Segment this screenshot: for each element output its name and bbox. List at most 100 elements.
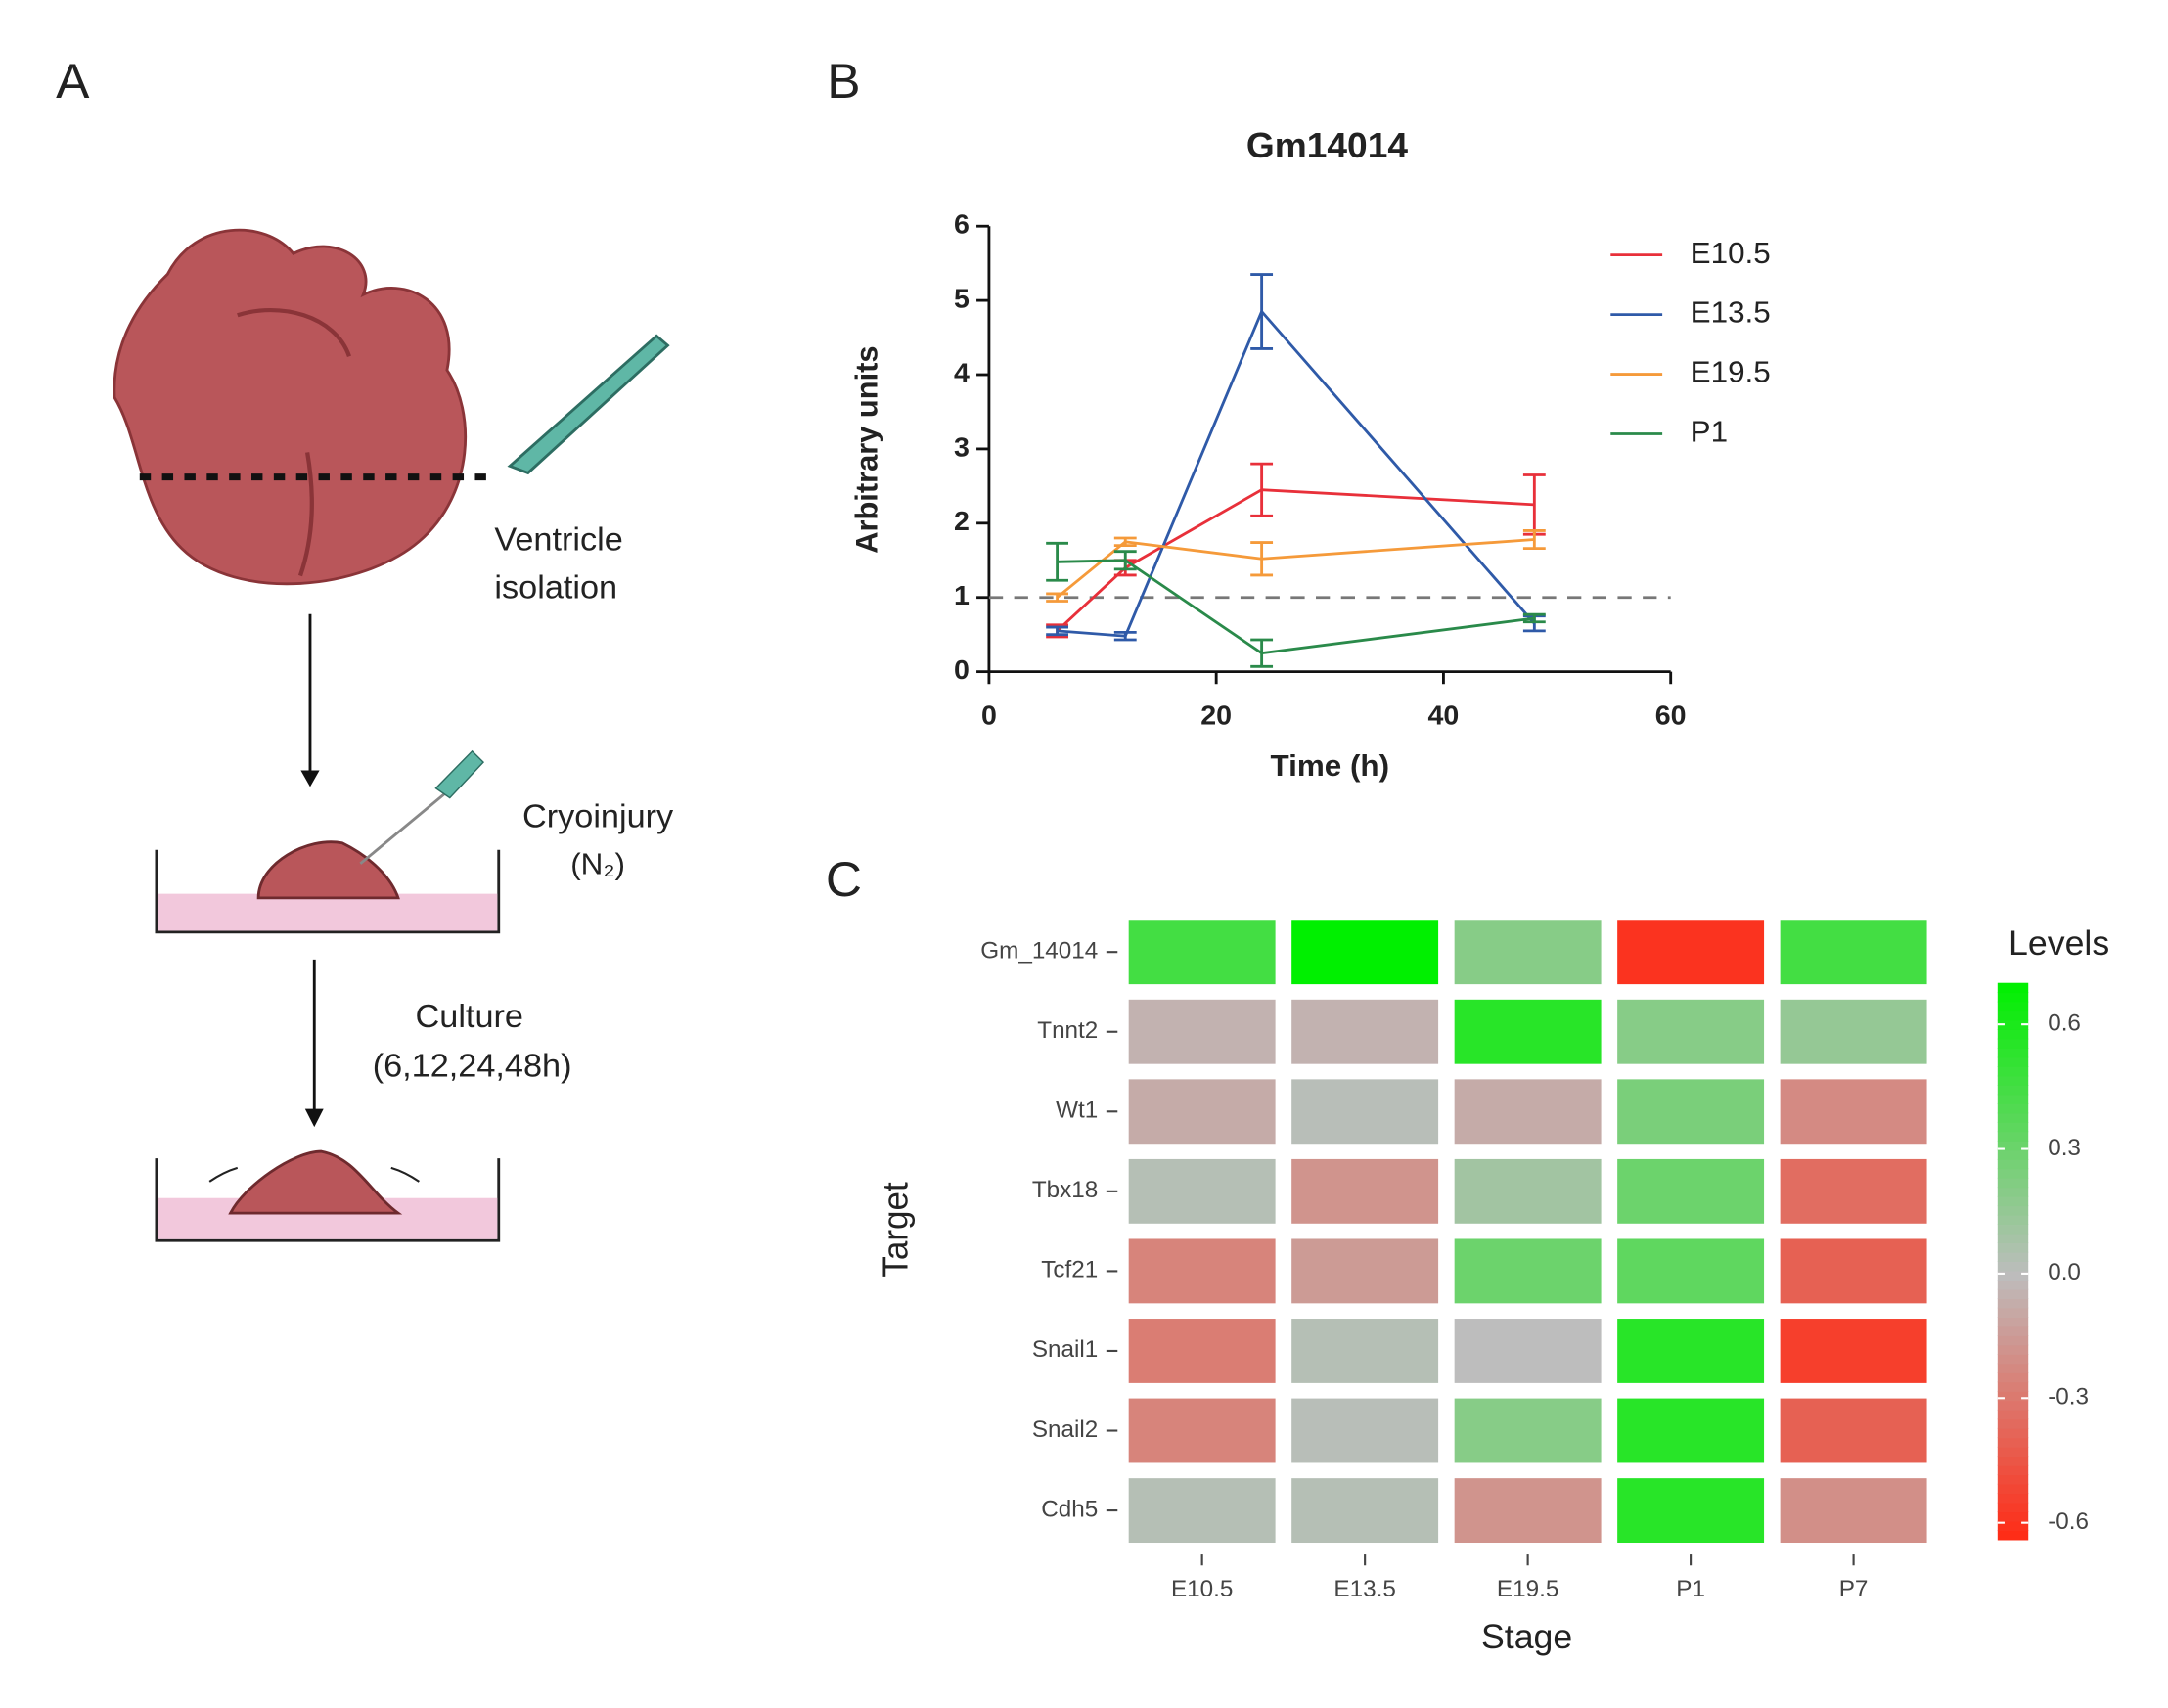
y-tick-label: 5 [954, 283, 970, 314]
colorbar-step [1997, 1354, 2029, 1365]
colorbar-step [1997, 1168, 2029, 1179]
colorbar-step [1997, 1456, 2029, 1466]
colorbar-step [1997, 1483, 2029, 1495]
x-axis-label: Time (h) [1271, 748, 1390, 783]
colorbar-tick-label: 0.3 [2048, 1135, 2081, 1161]
heart-illustration [113, 228, 670, 586]
colorbar-step [1997, 1474, 2029, 1485]
series-line [1056, 488, 1535, 632]
error-bar [1250, 638, 1274, 668]
heatmap-cell [1291, 999, 1439, 1064]
colorbar-step [1997, 1158, 2029, 1170]
heatmap-cell [1128, 1238, 1276, 1304]
colorbar-step [1997, 1251, 2029, 1263]
heatmap-cell [1617, 1319, 1765, 1383]
heatmap-cell [1780, 999, 1927, 1064]
x-tick-label: E10.5 [1171, 1576, 1233, 1602]
heatmap-cell [1128, 1478, 1276, 1544]
colorbar-step [1997, 1280, 2029, 1290]
colorbar-step [1997, 1464, 2029, 1476]
heatmap-cell [1780, 920, 1927, 985]
colorbar-step [1997, 1056, 2029, 1067]
colorbar-step [1997, 1381, 2029, 1392]
heatmap-cell [1291, 920, 1439, 985]
panel-label: C [826, 851, 862, 906]
colorbar-step [1997, 1177, 2029, 1189]
error-bar [1522, 529, 1546, 551]
colorbar-step [1997, 1502, 2029, 1513]
colorbar-step [1997, 1437, 2029, 1448]
heatmap-cell [1128, 1158, 1276, 1224]
panel-label: A [56, 54, 89, 109]
y-tick-label: Wt1 [1056, 1098, 1098, 1124]
colorbar-step [1997, 1409, 2029, 1420]
heatmap-cell [1617, 1238, 1765, 1304]
colorbar-tick-label: 0.6 [2048, 1011, 2081, 1037]
heatmap-cell [1291, 1238, 1439, 1304]
heatmap-cell [1454, 1398, 1602, 1463]
colorbar-step [1997, 1102, 2029, 1114]
colorbar-step [1997, 982, 2029, 994]
colorbar-step [1997, 1085, 2029, 1096]
heatmap-cell [1780, 1478, 1927, 1544]
charts: Gm14014 Time (h) Arbitrary units 0 20 40 60 0 1 2… [849, 125, 2109, 1656]
colorbar-step [1997, 1112, 2029, 1123]
y-tick-label: 3 [954, 431, 970, 463]
error-bar [1522, 612, 1546, 624]
y-tick-label: Tcf21 [1041, 1257, 1098, 1283]
y-axis-label: Target [877, 1182, 915, 1278]
colorbar-step [1997, 1298, 2029, 1309]
colorbar-step [1997, 1363, 2029, 1373]
legend-label: P1 [1691, 415, 1728, 449]
error-bar [1250, 273, 1274, 350]
heatmap-cell [1291, 1478, 1439, 1544]
colorbar-tick-label: -0.6 [2048, 1508, 2089, 1535]
dish-illustration [155, 749, 501, 1242]
heatmap-cell [1128, 999, 1276, 1064]
y-tick-label: 1 [954, 579, 970, 610]
colorbar-step [1997, 1195, 2029, 1207]
x-tick-label: 20 [1200, 699, 1232, 731]
colorbar-step [1997, 1520, 2029, 1532]
heatmap-cell [1617, 920, 1765, 985]
colorbar-step [1997, 1149, 2029, 1160]
error-bar [1113, 536, 1137, 547]
heatmap-cell [1291, 1319, 1439, 1383]
series-line [1057, 308, 1536, 638]
heatmap-cell [1617, 1158, 1765, 1224]
colorbar-step [1997, 1242, 2029, 1253]
error-bar [1250, 541, 1274, 577]
y-tick-label: Cdh5 [1041, 1497, 1098, 1523]
heatmap-cell [1617, 1079, 1765, 1145]
colorbar-step [1997, 1335, 2029, 1346]
colorbar-step [1997, 1511, 2029, 1522]
heatmap-cell [1780, 1079, 1927, 1145]
heatmap-cell [1780, 1238, 1927, 1304]
x-tick-label: P7 [1839, 1576, 1869, 1602]
y-tick-label: 0 [954, 653, 970, 685]
colorbar-step [1997, 1214, 2029, 1226]
colorbar-step [1997, 1400, 2029, 1411]
colorbar-step [1997, 1121, 2029, 1133]
step-label: (6,12,24,48h) [373, 1048, 572, 1085]
step-label: (N₂) [570, 847, 625, 881]
colorbar-step [1997, 1344, 2029, 1355]
heatmap-cell [1128, 920, 1276, 985]
step-label: Ventricle [494, 521, 622, 559]
colorbar-step [1997, 1261, 2029, 1272]
heatmap-cell [1128, 1398, 1276, 1463]
heatmap-cell [1454, 1319, 1602, 1383]
y-axis-label: Arbitrary units [849, 345, 883, 553]
arrows [300, 613, 324, 1128]
chart-title: Gm14014 [1246, 125, 1409, 165]
colorbar-step [1997, 1326, 2029, 1336]
series-line [1057, 559, 1535, 655]
colorbar-step [1997, 1390, 2029, 1402]
heatmap-cell [1291, 1398, 1439, 1463]
heatmap-cell [1454, 999, 1602, 1064]
colorbar-step [1997, 1307, 2029, 1318]
colorbar-step [1997, 1418, 2029, 1429]
y-tick-label: 4 [954, 357, 970, 388]
series-line [1056, 538, 1535, 599]
